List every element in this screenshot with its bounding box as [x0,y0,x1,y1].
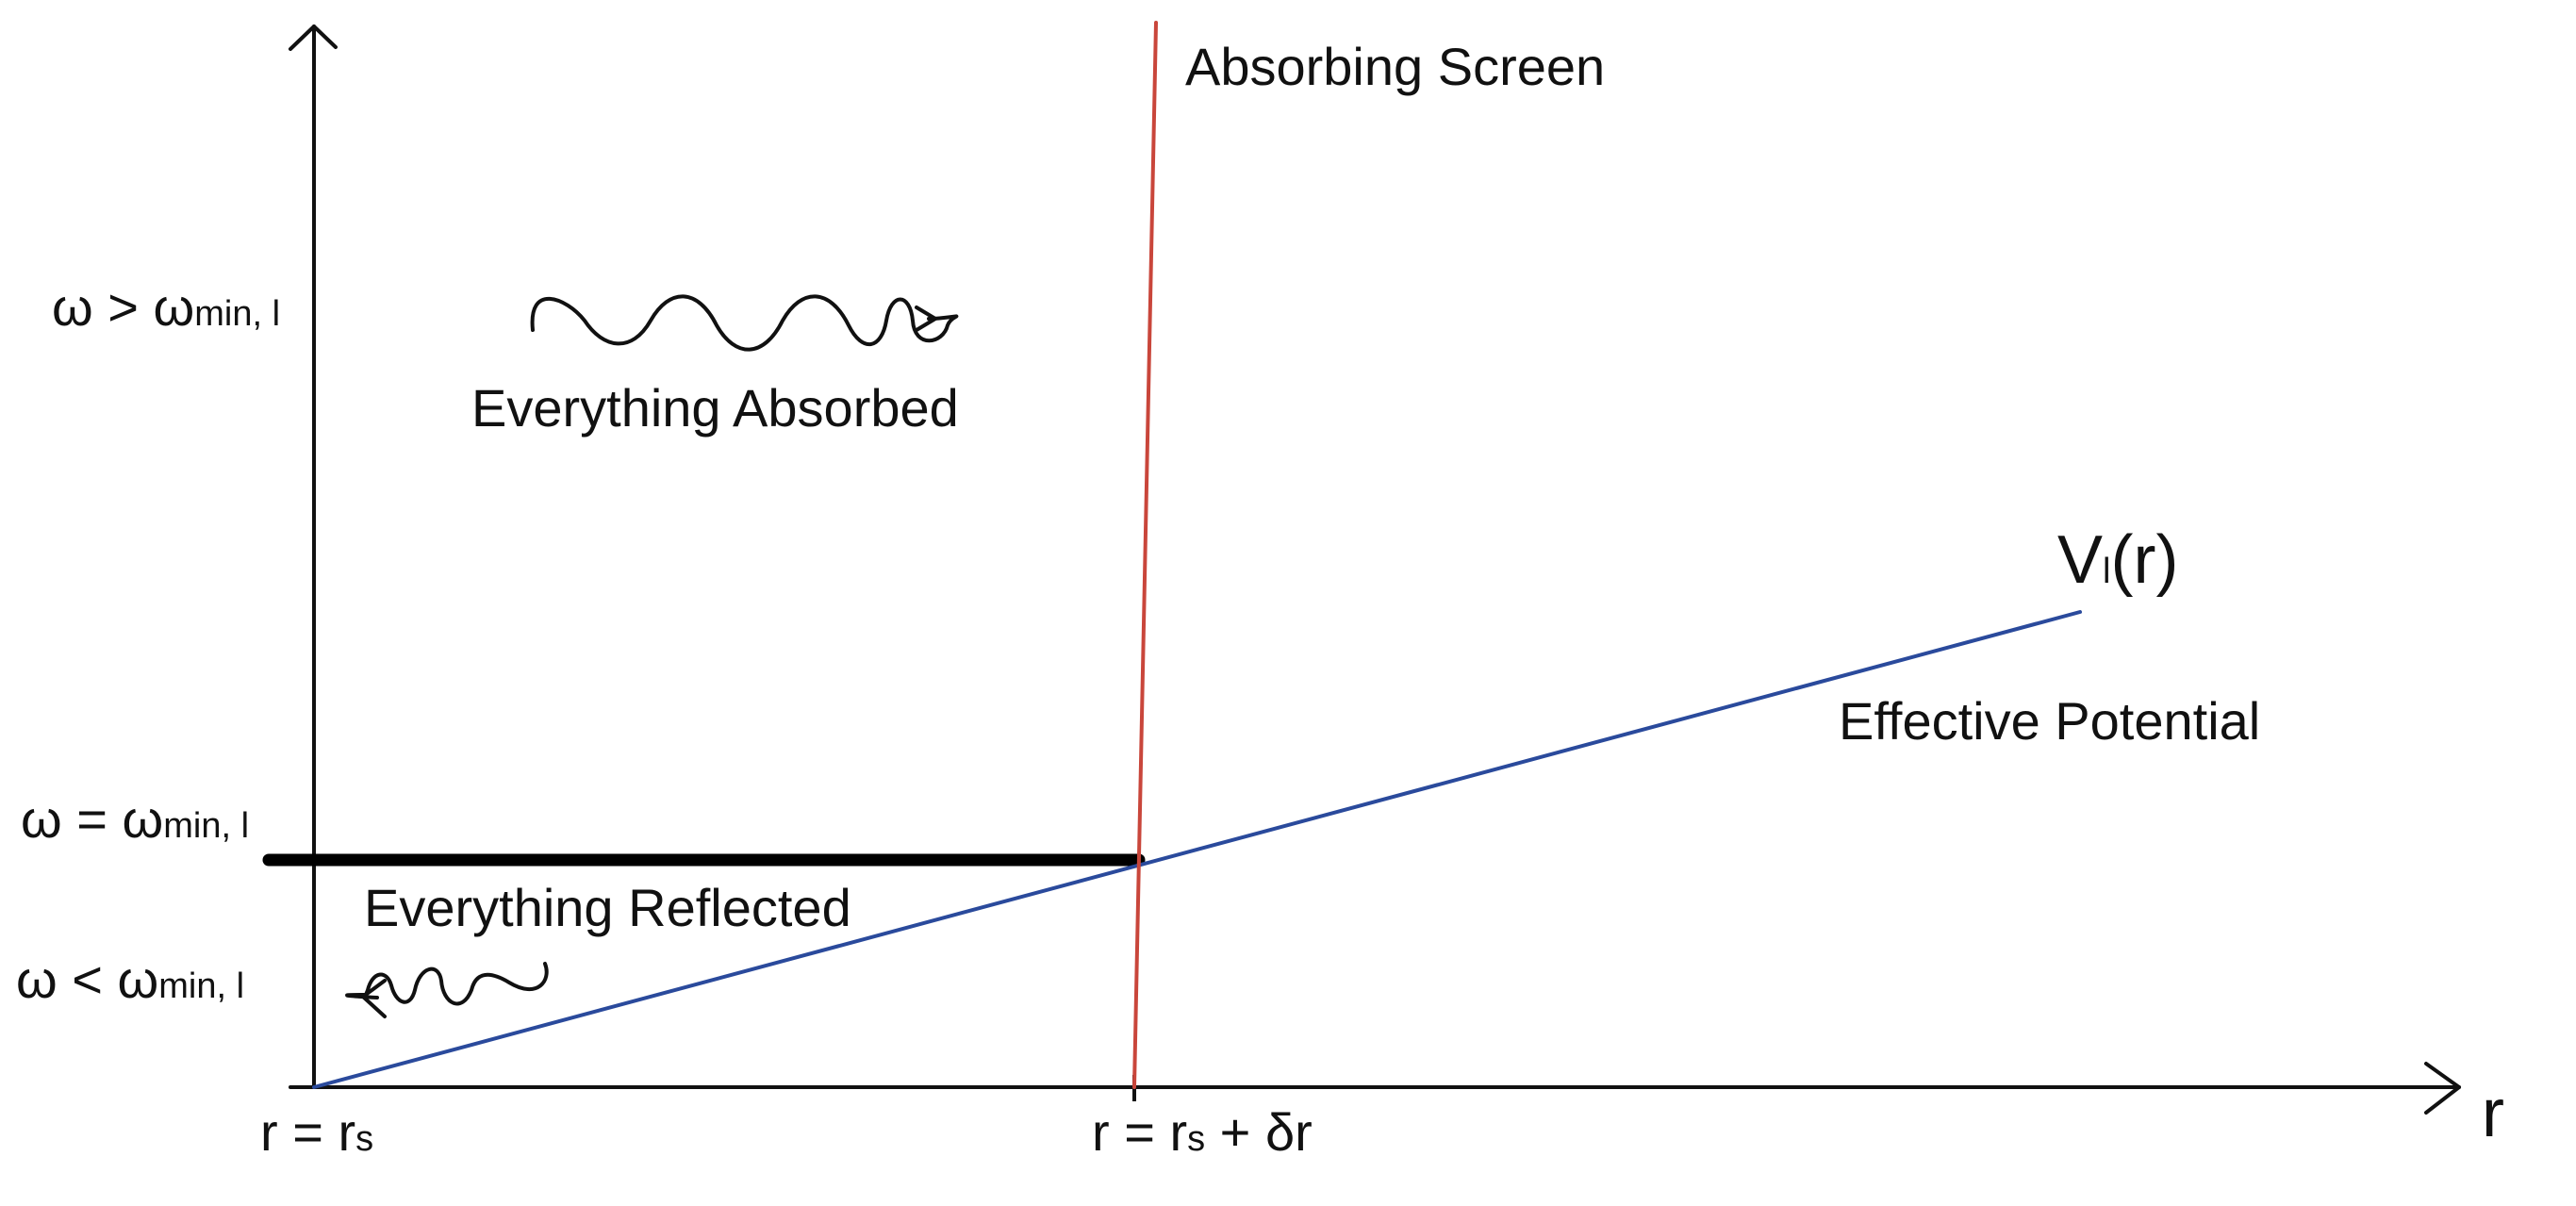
label-omega-less: ω < ωmin, l [16,950,244,1009]
absorbing-screen-line [1132,21,1158,1089]
effective-potential-line [312,610,2082,1089]
label-r-equals-rs-plus-dr: r = rs + δr [1092,1102,1313,1162]
x-axis-arrowhead [2424,1062,2461,1115]
label-r-equals-rs: r = rs [260,1102,373,1162]
y-axis-arrowhead [289,25,338,51]
label-effective-potential: Effective Potential [1839,691,2260,751]
label-absorbing-screen: Absorbing Screen [1185,37,1605,96]
label-everything-reflected: Everything Reflected [364,878,851,937]
reflected-wave-arrow [345,962,549,1018]
label-x-axis: r [2482,1076,2504,1151]
incoming-wave-arrow [530,294,959,352]
label-potential: Vl(r) [2057,522,2178,598]
label-omega-equal: ω = ωmin, l [21,789,249,849]
label-omega-greater: ω > ωmin, l [52,277,280,337]
label-everything-absorbed: Everything Absorbed [471,378,959,438]
